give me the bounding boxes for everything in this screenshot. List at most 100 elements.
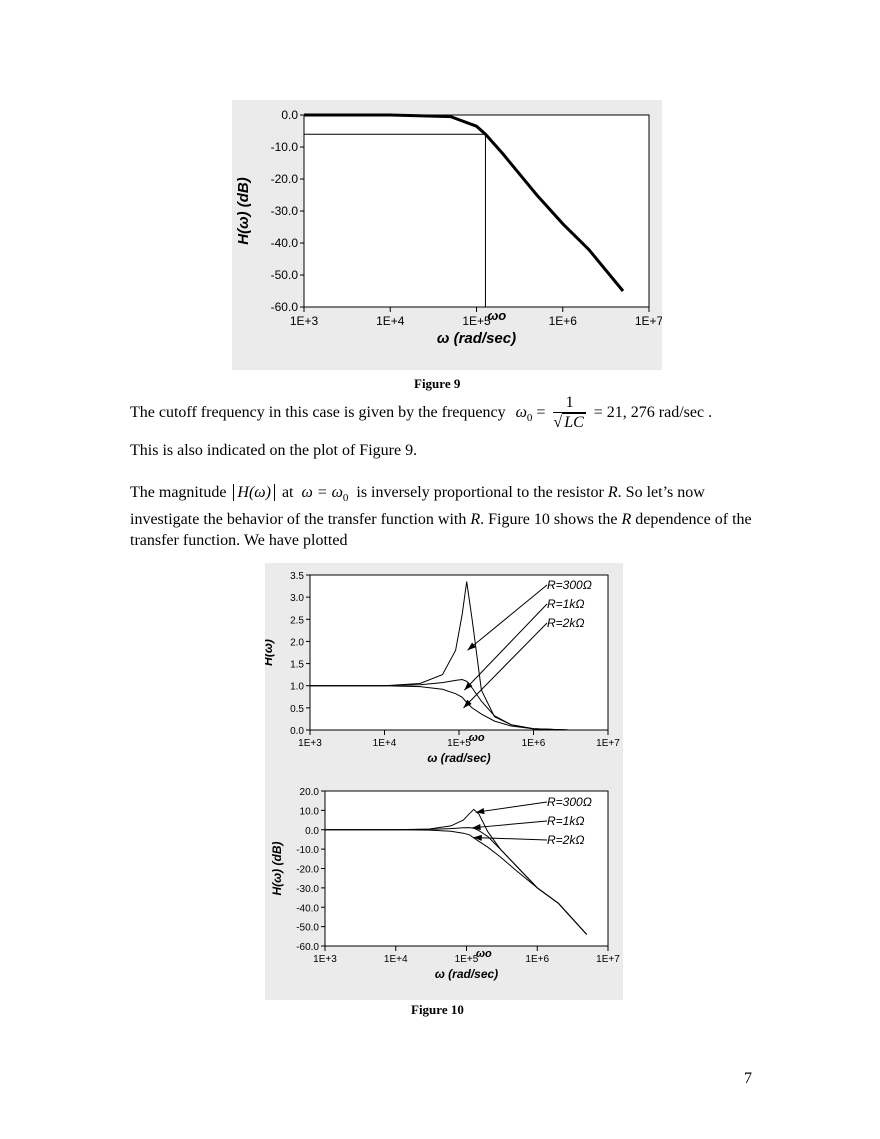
figure-10-caption: Figure 10 bbox=[411, 1002, 464, 1017]
y-tick-label: 3.5 bbox=[290, 571, 304, 582]
subscript: 0 bbox=[342, 492, 349, 505]
y-tick-label: 1.0 bbox=[290, 682, 304, 693]
y-tick-label: -40.0 bbox=[296, 903, 319, 914]
plot-area bbox=[303, 114, 650, 308]
x-tick-label: 1E+7 bbox=[596, 954, 620, 965]
resistor-symbol: R bbox=[621, 511, 632, 529]
legend-label: R=2kΩ bbox=[547, 616, 584, 630]
y-tick-label: 0.0 bbox=[281, 108, 298, 122]
legend-arrowhead bbox=[464, 681, 473, 691]
y-tick-label: 0.0 bbox=[290, 726, 304, 737]
y-tick-label: -40.0 bbox=[271, 236, 299, 250]
legend-arrowhead bbox=[463, 699, 472, 708]
legend-arrow-line bbox=[475, 801, 548, 813]
legend-arrow-line bbox=[463, 622, 548, 709]
x-tick-label: 1E+5 bbox=[447, 738, 471, 749]
x-tick-label: 1E+4 bbox=[373, 738, 397, 749]
y-tick-label: 10.0 bbox=[300, 806, 320, 817]
legend-arrowhead bbox=[472, 823, 481, 831]
fraction-numerator: 1 bbox=[553, 394, 586, 413]
series-line-1 bbox=[325, 827, 588, 935]
omega-o-label: ωo bbox=[469, 732, 485, 744]
fraction: 1 √ LC bbox=[553, 394, 586, 431]
paragraph-text: The magnitude bbox=[130, 484, 227, 501]
y-tick-label: 1.5 bbox=[290, 660, 304, 671]
x-axis-label: ω (rad/sec) bbox=[437, 330, 516, 347]
legend-arrow-line bbox=[463, 603, 548, 691]
legend-arrowhead bbox=[467, 642, 476, 651]
paragraph-text: at bbox=[281, 484, 294, 501]
paragraph-text: . Figure 10 shows the bbox=[480, 511, 618, 529]
legend-label: R=300Ω bbox=[547, 795, 592, 809]
paragraph-cutoff: The cutoff frequency in this case is giv… bbox=[130, 394, 760, 433]
figure-9-chart: 0.0 -10.0 -20.0 -30.0 -40.0 -50.0 -60.01E+3 1E+… bbox=[235, 108, 664, 347]
legend-label: R=300Ω bbox=[547, 578, 592, 592]
x-axis-label: ω (rad/sec) bbox=[435, 967, 498, 981]
figure-9-caption: Figure 9 bbox=[414, 376, 461, 391]
legend-arrowhead bbox=[475, 808, 485, 815]
figure-10: 3.5 3.0 2.5 2.0 1.5 1.0 0.5 0.0 1E+3 1E+4 1E+5 1E+6… bbox=[261, 563, 623, 1000]
y-tick-label: -10.0 bbox=[271, 140, 299, 154]
x-tick-label: 1E+6 bbox=[525, 954, 549, 965]
y-axis-label: H(ω) (dB) bbox=[235, 177, 252, 245]
x-tick-label: 1E+7 bbox=[635, 314, 662, 328]
paragraph-text: The cutoff frequency in this case is giv… bbox=[130, 404, 506, 422]
figure-9: 0.0 -10.0 -20.0 -30.0 -40.0 -50.0 -60.0 1E+3 1E+… bbox=[232, 100, 664, 370]
omega-o-label: ωo bbox=[487, 308, 506, 323]
y-axis-label: H(ω) bbox=[265, 639, 275, 666]
response-curve bbox=[304, 113, 625, 292]
omega-symbol: ω bbox=[515, 404, 527, 422]
x-tick-label: 1E+4 bbox=[384, 954, 408, 965]
x-tick-label: 1E+7 bbox=[596, 738, 620, 749]
legend-label: R=1kΩ bbox=[547, 814, 584, 828]
paragraph-text: . So let’s now investigate the behavior … bbox=[130, 484, 705, 529]
fraction-denominator: LC bbox=[562, 413, 586, 431]
x-tick-label: 1E+6 bbox=[522, 738, 546, 749]
x-axis-label: ω (rad/sec) bbox=[427, 751, 490, 765]
x-tick-label: 1E+3 bbox=[298, 738, 322, 749]
y-tick-label: -50.0 bbox=[271, 268, 299, 282]
y-tick-label: -30.0 bbox=[296, 884, 319, 895]
y-tick-label: -30.0 bbox=[271, 204, 299, 218]
paragraph-text: dependence of the transfer function. We … bbox=[130, 511, 752, 550]
y-tick-label: 0.0 bbox=[305, 826, 319, 837]
y-tick-label: 20.0 bbox=[300, 787, 320, 798]
legend-arrowhead bbox=[473, 834, 482, 841]
y-tick-label: 0.5 bbox=[290, 704, 304, 715]
y-tick-label: 2.5 bbox=[290, 615, 304, 626]
paragraph-magnitude: The magnitude H(ω) at ω = ω0 is inversel… bbox=[130, 482, 760, 551]
y-tick-label: -20.0 bbox=[271, 172, 299, 186]
cutoff-value: = 21, 276 rad/sec . bbox=[593, 404, 713, 422]
legend-arrow-line bbox=[473, 837, 548, 841]
y-tick-label: 2.0 bbox=[290, 637, 304, 648]
magnitude-expression: H(ω) bbox=[233, 484, 275, 501]
x-tick-label: 1E+3 bbox=[313, 954, 337, 965]
y-axis-label: H(ω) (dB) bbox=[270, 842, 284, 896]
paragraph-text: is inversely proportional to the resisto… bbox=[356, 484, 604, 501]
legend-arrow-line bbox=[467, 584, 548, 651]
y-tick-label: -50.0 bbox=[296, 923, 319, 934]
x-tick-label: 1E+4 bbox=[376, 314, 405, 328]
plot-area bbox=[309, 574, 609, 731]
page-number: 7 bbox=[744, 1070, 752, 1087]
legend-arrow-line bbox=[472, 820, 548, 829]
x-tick-label: 1E+6 bbox=[549, 314, 578, 328]
series-line-2 bbox=[325, 829, 588, 935]
subscript: 0 bbox=[526, 412, 533, 425]
figure-10-chart: 3.53.02.52.01.51.00.50.01E+3 1E+4 1E+5 1E+6… bbox=[261, 571, 620, 981]
legend-label: R=1kΩ bbox=[547, 597, 584, 611]
legend-label: R=2kΩ bbox=[547, 833, 584, 847]
omega-o-label: ωo bbox=[476, 948, 492, 960]
y-tick-label: -10.0 bbox=[296, 845, 319, 856]
x-tick-label: 1E+3 bbox=[290, 314, 319, 328]
x-tick-label: 1E+5 bbox=[462, 314, 491, 328]
y-tick-label: 3.0 bbox=[290, 593, 304, 604]
y-tick-label: -20.0 bbox=[296, 865, 319, 876]
y-tick-label: -60.0 bbox=[296, 942, 319, 953]
paragraph-indicated: This is also indicated on the plot of Fi… bbox=[130, 442, 418, 459]
condition-expression: ω = ω bbox=[301, 484, 343, 501]
x-tick-label: 1E+5 bbox=[455, 954, 479, 965]
y-tick-label: -60.0 bbox=[271, 300, 299, 314]
series-line-2 bbox=[310, 685, 586, 731]
resistor-symbol: R bbox=[470, 511, 481, 529]
